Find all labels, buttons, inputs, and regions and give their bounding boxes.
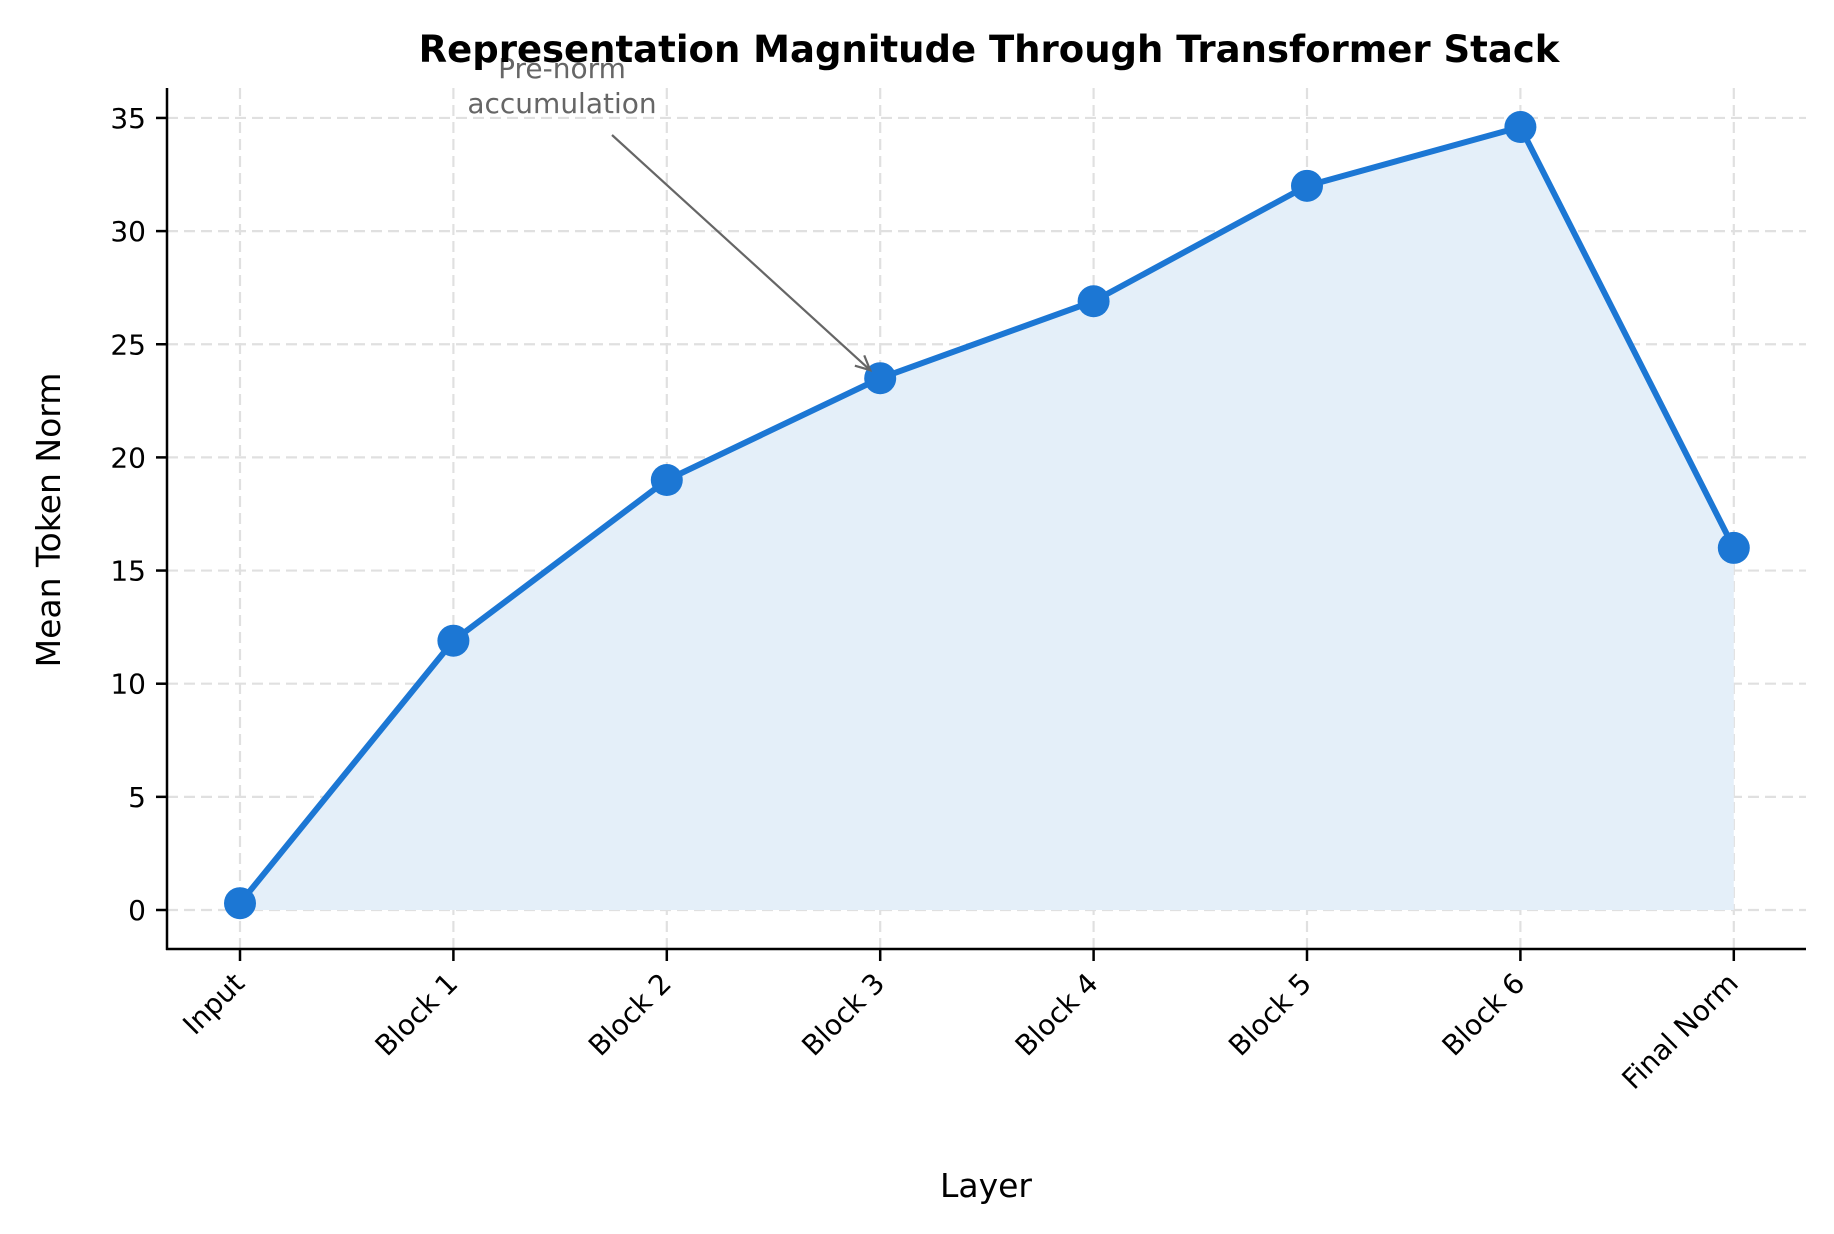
x-tick-label: Input <box>176 967 251 1042</box>
data-point-block-6 <box>1504 111 1537 144</box>
x-ticks: Input Block 1 Block 2 Block 3 Block 4 Block 5… <box>176 949 1745 1096</box>
x-axis-label: Layer <box>940 1166 1032 1205</box>
data-markers <box>224 111 1750 920</box>
data-point-block-1 <box>437 624 470 657</box>
x-tick-label: Block 5 <box>1222 967 1318 1063</box>
data-point-input <box>224 887 256 920</box>
data-point-block-3 <box>864 362 897 395</box>
y-tick-label: 35 <box>110 102 146 135</box>
x-tick-label: Block 2 <box>582 967 678 1063</box>
arrowhead-icon <box>854 354 873 372</box>
x-tick-label: Block 6 <box>1436 967 1532 1063</box>
area-fill <box>240 127 1734 910</box>
x-tick-label: Final Norm <box>1615 967 1744 1096</box>
x-tick-label: Block 1 <box>369 967 465 1063</box>
annotation-text-line-1: Pre-norm <box>498 52 626 85</box>
x-tick-label: Block 4 <box>1009 967 1105 1063</box>
y-tick-label: 0 <box>128 894 146 927</box>
chart-title: Representation Magnitude Through Transfo… <box>419 28 1561 71</box>
y-tick-label: 15 <box>110 555 146 588</box>
data-point-block-5 <box>1291 169 1323 202</box>
data-point-block-4 <box>1077 285 1110 318</box>
data-point-final-norm <box>1717 531 1750 564</box>
y-tick-label: 10 <box>110 668 146 701</box>
y-tick-label: 5 <box>128 781 146 814</box>
y-ticks: 0 5 10 15 20 25 30 35 <box>110 102 167 927</box>
x-tick-label: Block 3 <box>795 967 891 1063</box>
y-axis-label: Mean Token Norm <box>29 373 68 668</box>
annotation-text-line-2: accumulation <box>467 87 656 120</box>
data-line <box>237 124 1737 906</box>
y-tick-label: 30 <box>110 215 146 248</box>
y-tick-label: 20 <box>110 441 146 474</box>
y-tick-label: 25 <box>110 328 146 361</box>
annotation-arrow <box>611 134 871 372</box>
data-point-block-2 <box>650 464 683 497</box>
annotation: Pre-norm accumulation <box>467 52 873 372</box>
